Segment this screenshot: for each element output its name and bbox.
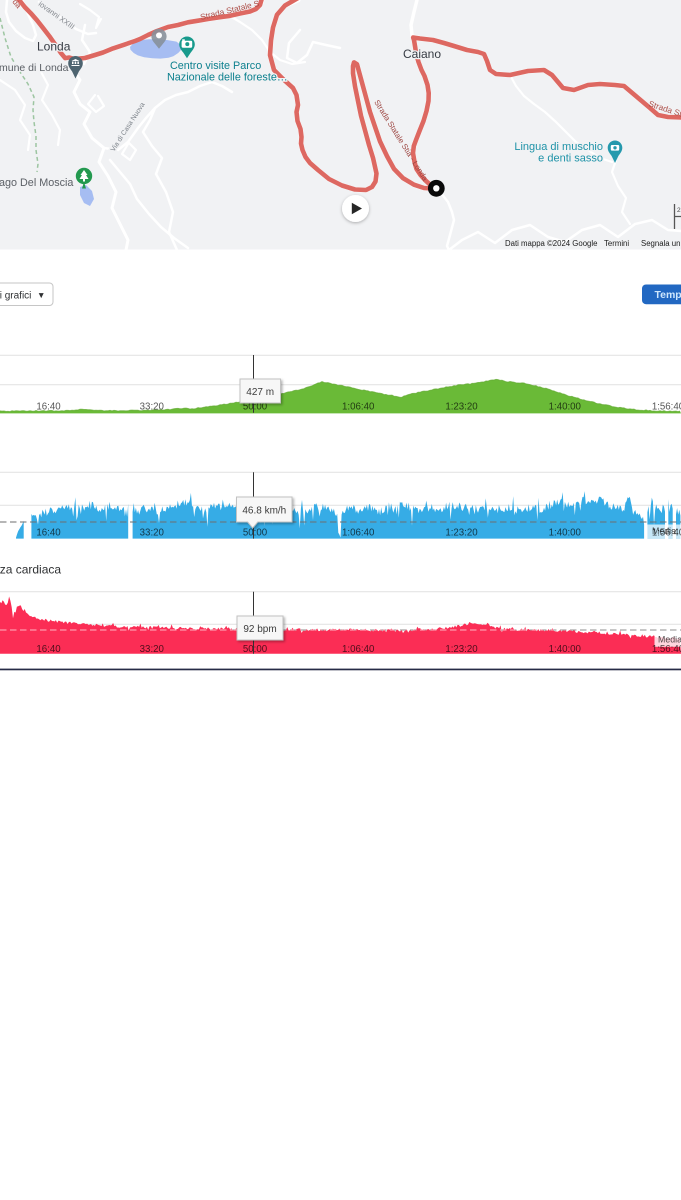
svg-text:50:00: 50:00	[243, 528, 268, 539]
svg-text:Lingua di muschio: Lingua di muschio	[514, 141, 603, 153]
svg-text:Media: Media	[658, 635, 681, 645]
svg-text:Londa: Londa	[37, 40, 71, 54]
svg-text:1:06:40: 1:06:40	[342, 401, 375, 412]
svg-text:2: 2	[677, 207, 681, 214]
svg-text:1:23:20: 1:23:20	[445, 528, 478, 539]
svg-text:33:20: 33:20	[140, 644, 165, 655]
svg-text:ago Del Moscia: ago Del Moscia	[0, 177, 73, 189]
svg-text:Centro visite Parco: Centro visite Parco	[170, 60, 261, 72]
svg-text:16:40: 16:40	[36, 528, 61, 539]
svg-text:▼: ▼	[37, 290, 45, 300]
svg-text:Dati mappa ©2024 Google: Dati mappa ©2024 Google	[505, 239, 597, 248]
svg-text:92 bpm: 92 bpm	[243, 624, 276, 635]
svg-text:427 m: 427 m	[246, 387, 274, 398]
svg-text:50:00: 50:00	[243, 401, 268, 412]
svg-text:ta i grafici: ta i grafici	[0, 291, 31, 302]
svg-text:1:56:40: 1:56:40	[652, 528, 681, 539]
svg-text:33:20: 33:20	[140, 401, 165, 412]
svg-text:1:56:40: 1:56:40	[652, 644, 681, 655]
svg-text:1:40:00: 1:40:00	[549, 528, 582, 539]
svg-text:1:06:40: 1:06:40	[342, 644, 375, 655]
svg-text:Frequenza cardiaca: Frequenza cardiaca	[0, 563, 61, 577]
svg-text:Media:: Media:	[652, 526, 678, 536]
svg-text:1:40:00: 1:40:00	[549, 644, 582, 655]
svg-text:1:23:20: 1:23:20	[445, 644, 478, 655]
svg-text:Termini: Termini	[604, 239, 629, 248]
svg-text:16:40: 16:40	[36, 644, 61, 655]
svg-text:da: da	[10, 0, 23, 11]
svg-text:50:00: 50:00	[243, 644, 268, 655]
svg-text:Segnala un err: Segnala un err	[641, 239, 681, 248]
svg-text:46.8 km/h: 46.8 km/h	[242, 506, 286, 517]
svg-text:Nazionale delle foreste…: Nazionale delle foreste…	[167, 72, 288, 84]
svg-text:Tempo: Tempo	[655, 289, 681, 301]
svg-text:16:40: 16:40	[36, 401, 61, 412]
svg-text:Caiano: Caiano	[403, 47, 441, 61]
svg-text:1:40:00: 1:40:00	[549, 401, 582, 412]
svg-text:mune di Londa: mune di Londa	[0, 62, 69, 74]
svg-text:33:20: 33:20	[140, 528, 165, 539]
svg-text:1:23:20: 1:23:20	[445, 401, 478, 412]
svg-text:e denti sasso: e denti sasso	[538, 153, 603, 165]
svg-text:1:06:40: 1:06:40	[342, 528, 375, 539]
svg-text:1:56:40: 1:56:40	[652, 401, 681, 412]
